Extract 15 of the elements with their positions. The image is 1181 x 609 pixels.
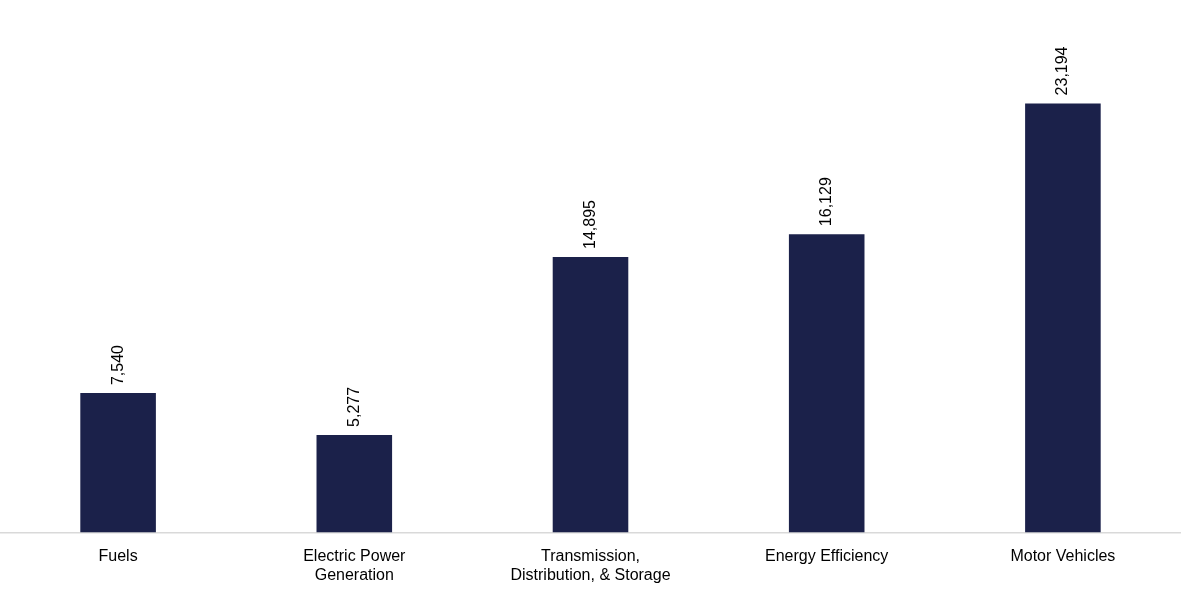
data-label: 16,129	[817, 177, 835, 227]
x-tick-label: Electric Power Generation	[303, 546, 407, 583]
x-tick-label: Fuels	[98, 546, 138, 564]
data-label: 23,194	[1053, 46, 1071, 96]
x-tick-label: Motor Vehicles	[1010, 546, 1116, 564]
bar	[1025, 103, 1101, 533]
data-label: 5,277	[344, 386, 362, 427]
x-tick-label: Transmission, Distribution, & Storage	[510, 546, 671, 583]
bar	[316, 434, 393, 533]
bar	[788, 234, 865, 533]
data-label: 7,540	[108, 344, 126, 386]
x-tick-label: Energy Efficiency	[765, 546, 889, 564]
bar	[552, 256, 629, 533]
bar	[80, 393, 156, 533]
data-label: 14,895	[580, 199, 598, 249]
